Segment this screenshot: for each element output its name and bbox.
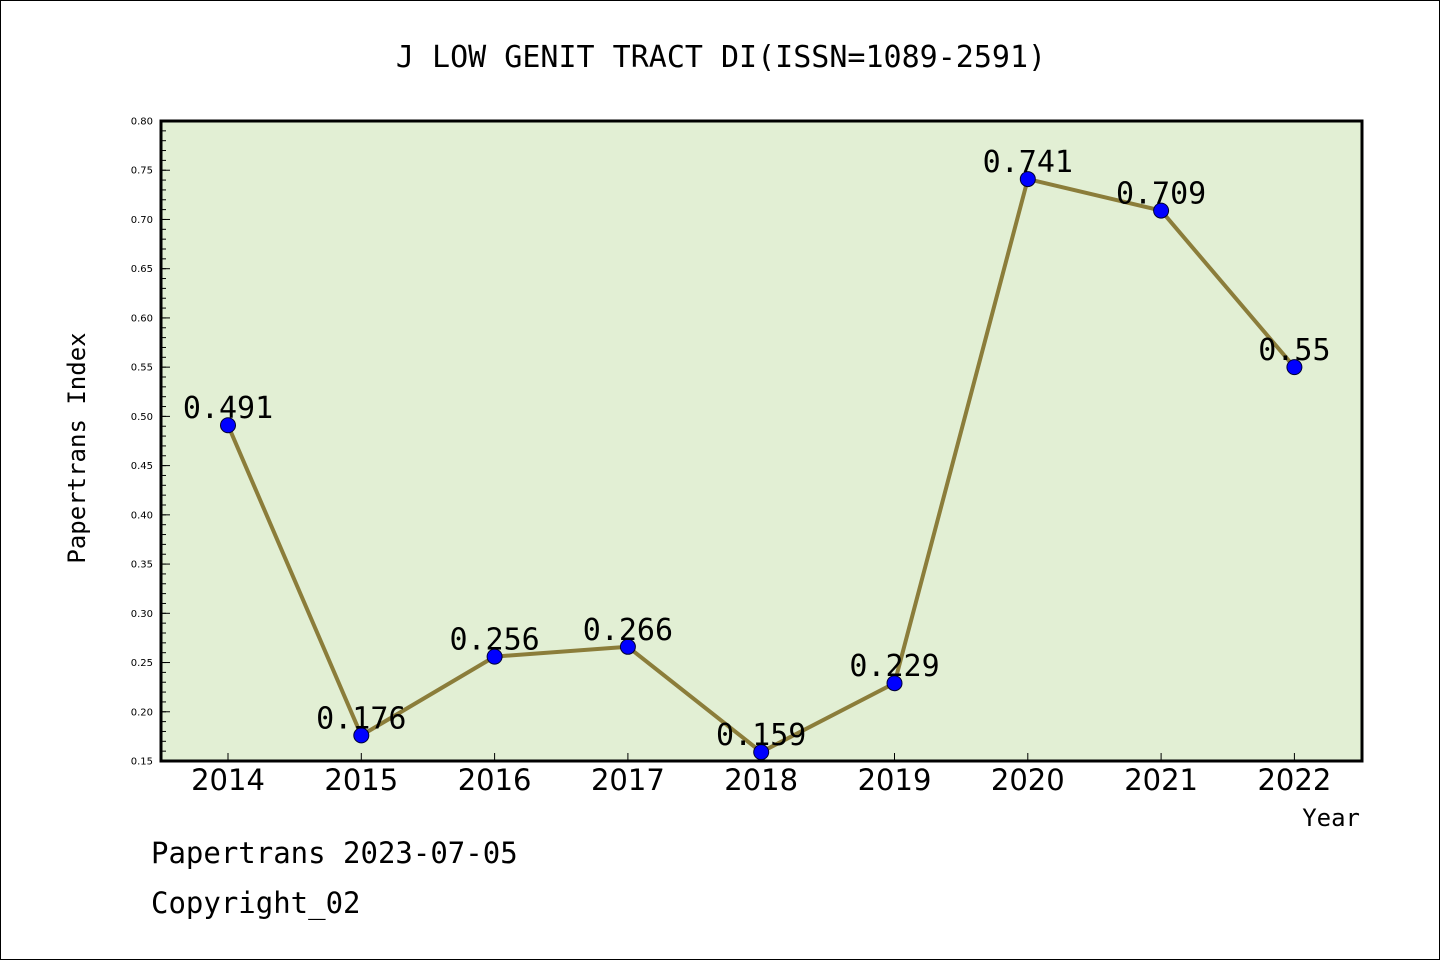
y-tick-label: 0.20 bbox=[131, 707, 153, 718]
y-tick-label: 0.60 bbox=[131, 313, 153, 324]
data-point-marker bbox=[220, 417, 236, 434]
data-label: 0.741 bbox=[983, 145, 1073, 180]
data-point-marker bbox=[1153, 202, 1170, 219]
data-labels: 0.491 0.176 0.256 0.266 0.159 0.229 0.741 0.709… bbox=[183, 145, 1331, 753]
x-axis-ticks: 2014 2015 2016 2017 2018 2019 2020 2021 2022 bbox=[191, 753, 1331, 797]
x-tick-label: 2021 bbox=[1124, 763, 1198, 797]
data-point-marker bbox=[1286, 359, 1303, 376]
data-point-marker bbox=[486, 648, 503, 665]
y-tick-label: 0.80 bbox=[131, 117, 153, 128]
y-tick-label: 0.50 bbox=[131, 412, 153, 423]
data-label: 0.55 bbox=[1258, 333, 1330, 368]
data-point-marker bbox=[1019, 171, 1036, 188]
footer-copyright: Copyright_02 bbox=[151, 886, 361, 920]
x-tick-label: 2017 bbox=[591, 763, 665, 797]
data-markers bbox=[220, 171, 1303, 761]
x-tick-label: 2022 bbox=[1257, 763, 1331, 797]
plot-area bbox=[161, 121, 1362, 761]
x-tick-label: 2018 bbox=[724, 763, 798, 797]
x-tick-label: 2014 bbox=[191, 763, 265, 797]
data-label: 0.256 bbox=[449, 623, 539, 658]
y-tick-label: 0.25 bbox=[131, 658, 153, 669]
data-label: 0.176 bbox=[316, 701, 406, 736]
x-tick-label: 2015 bbox=[324, 763, 398, 797]
y-tick-label: 0.30 bbox=[131, 609, 153, 620]
y-tick-label: 0.75 bbox=[131, 166, 153, 177]
data-label: 0.266 bbox=[583, 613, 673, 648]
data-point-marker bbox=[619, 638, 636, 655]
x-tick-label: 2020 bbox=[991, 763, 1065, 797]
x-tick-label: 2019 bbox=[858, 763, 932, 797]
y-tick-label: 0.35 bbox=[131, 560, 153, 571]
y-tick-label: 0.70 bbox=[131, 215, 153, 226]
y-axis-label: Papertrans Index bbox=[63, 332, 91, 563]
data-label: 0.491 bbox=[183, 391, 273, 426]
x-axis-label: Year bbox=[1302, 804, 1360, 832]
y-tick-label: 0.40 bbox=[131, 510, 153, 521]
y-tick-label: 0.55 bbox=[131, 363, 153, 374]
y-tick-label: 0.65 bbox=[131, 264, 153, 275]
data-label: 0.709 bbox=[1116, 177, 1206, 212]
y-tick-label: 0.45 bbox=[131, 461, 153, 472]
data-point-marker bbox=[886, 675, 903, 692]
y-tick-label: 0.15 bbox=[131, 757, 153, 768]
data-label: 0.229 bbox=[849, 649, 939, 684]
data-label: 0.159 bbox=[716, 718, 806, 753]
data-point-marker bbox=[353, 727, 370, 744]
y-axis-ticks: 0.15 0.20 0.25 0.30 0.35 0.40 0.45 0.50 0.55 0.60… bbox=[131, 117, 170, 768]
plot-frame bbox=[159, 119, 1364, 763]
footer-date-line: Papertrans 2023-07-05 bbox=[151, 836, 518, 870]
chart-title: J LOW GENIT TRACT DI(ISSN=1089-2591) bbox=[396, 40, 1046, 75]
x-tick-label: 2016 bbox=[458, 763, 532, 797]
